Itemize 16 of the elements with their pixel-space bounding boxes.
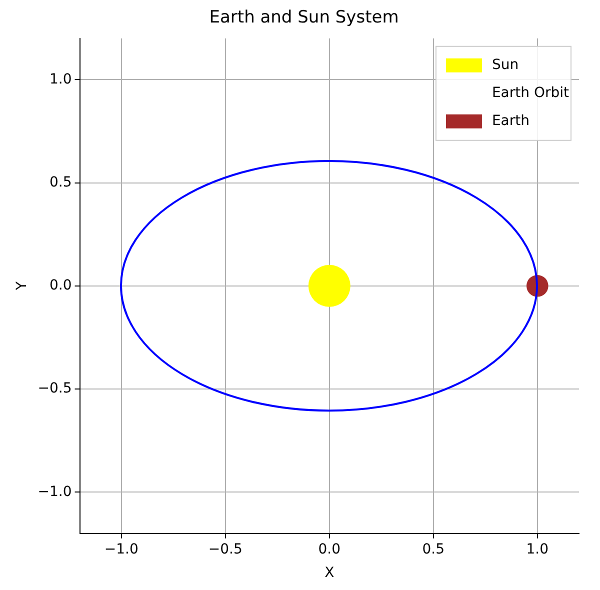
chart-title: Earth and Sun System bbox=[209, 8, 399, 28]
y-tick-label: 0.5 bbox=[50, 174, 72, 190]
x-tick-label: −1.0 bbox=[104, 541, 138, 558]
y-tick-label: 0.0 bbox=[50, 278, 72, 294]
x-axis-title: X bbox=[324, 565, 335, 582]
y-tick-label: −0.5 bbox=[38, 380, 72, 397]
x-tick-label: −0.5 bbox=[208, 541, 242, 558]
y-tick-label: −1.0 bbox=[38, 484, 72, 500]
y-tick-label: 1.0 bbox=[50, 71, 72, 88]
x-tick-label: 0.5 bbox=[422, 541, 445, 558]
text: Earth Orbit bbox=[492, 85, 570, 102]
legend-label: Earth bbox=[492, 113, 530, 130]
x-tick-label: 0.0 bbox=[318, 541, 341, 558]
y-axis-title: Y bbox=[14, 281, 30, 292]
legend-label: Sun bbox=[492, 57, 519, 74]
x-tick-label: 1.0 bbox=[526, 541, 549, 558]
